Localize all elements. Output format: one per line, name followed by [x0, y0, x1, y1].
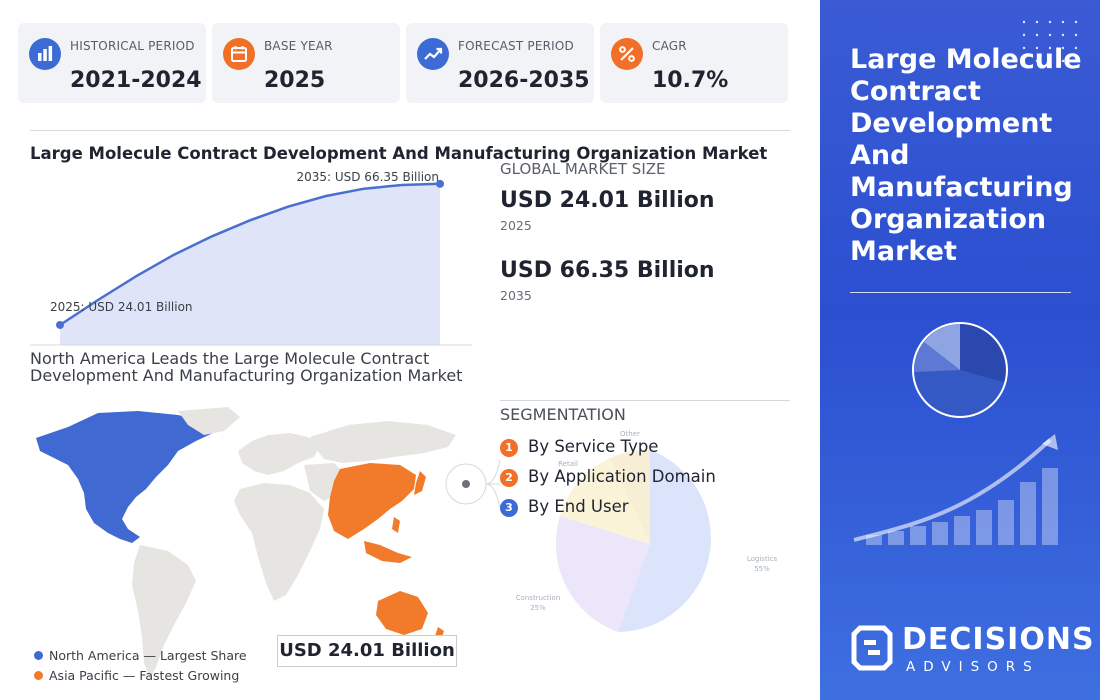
brand-subtitle: ADVISORS [906, 659, 1040, 675]
kpi-label: FORECAST PERIOD [458, 39, 574, 53]
region-south-america [132, 545, 196, 679]
pie-label: 55% [754, 565, 770, 573]
start-point [56, 320, 64, 329]
kpi-value: 10.7% [652, 68, 729, 93]
divider [500, 400, 790, 401]
brand-name: DECISIONS [902, 622, 1095, 657]
chart-title: Large Molecule Contract Development And … [30, 144, 768, 163]
map-title: North America Leads the Large Molecule C… [30, 349, 463, 385]
market-size-2035-value: USD 66.35 Billion [500, 258, 715, 283]
area-fill [60, 183, 440, 345]
pie-slice-construction [555, 516, 650, 632]
segment-label: By Service Type [528, 437, 659, 456]
segment-end-user[interactable]: 3 By End User [500, 497, 629, 517]
region-europe [238, 433, 320, 475]
panel-pie-icon [912, 322, 1008, 418]
pie-label: Other [620, 430, 640, 438]
segment-application-domain[interactable]: 2 By Application Domain [500, 467, 716, 487]
region-australia [376, 591, 428, 635]
percent-icon [611, 38, 643, 70]
legend-label: North America — Largest Share [49, 648, 247, 663]
market-size-2025-year: 2025 [500, 218, 532, 233]
divider [30, 130, 790, 131]
legend-dot [34, 671, 43, 680]
market-size-2025-value: USD 24.01 Billion [500, 188, 715, 213]
segment-number: 2 [500, 469, 518, 487]
kpi-historical-period: HISTORICAL PERIOD 2021-2024 [18, 23, 206, 103]
kpi-forecast-period: FORECAST PERIOD 2026-2035 [406, 23, 594, 103]
growth-bars-icon [853, 434, 1058, 545]
region-asia-pacific [328, 463, 416, 539]
legend-asia-pacific: Asia Pacific — Fastest Growing [34, 668, 239, 683]
market-size-2035-year: 2035 [500, 288, 532, 303]
legend-dot [34, 651, 43, 660]
region-north-america [36, 411, 213, 543]
segment-label: By Application Domain [528, 467, 716, 486]
region-japan [414, 471, 426, 495]
kpi-label: CAGR [652, 39, 687, 53]
kpi-base-year: BASE YEAR 2025 [212, 23, 400, 103]
hub-connector [445, 460, 501, 509]
dot-pattern [1022, 20, 1078, 63]
market-growth-chart: 2025: USD 24.01 Billion 2035: USD 66.35 … [30, 170, 472, 346]
pie-slice-retail [560, 458, 650, 544]
right-panel: Large Molecule Contract Development And … [820, 0, 1100, 700]
kpi-label: HISTORICAL PERIOD [70, 39, 195, 53]
pie-label: Logistics [747, 555, 778, 563]
calendar-icon [223, 38, 255, 70]
pie-label: 25% [530, 604, 546, 612]
series-line [58, 182, 442, 327]
trend-up-icon [417, 38, 449, 70]
world-map [36, 407, 456, 679]
kpi-label: BASE YEAR [264, 39, 333, 53]
end-point [436, 179, 444, 188]
segment-number: 1 [500, 439, 518, 457]
end-annotation: 2035: USD 66.35 Billion [296, 170, 439, 184]
segmentation-title: SEGMENTATION [500, 405, 626, 424]
pie-label: Retail [558, 460, 578, 468]
kpi-cagr: CAGR 10.7% [600, 23, 788, 103]
map-market-value: USD 24.01 Billion [277, 635, 457, 667]
pie-label: Construction [516, 594, 561, 602]
segment-number: 3 [500, 499, 518, 517]
segmentation-pie: Logistics 55% Construction 25% Retail Ot… [516, 430, 778, 632]
start-annotation: 2025: USD 24.01 Billion [50, 300, 193, 314]
segment-service-type[interactable]: 1 By Service Type [500, 437, 658, 457]
panel-title: Large Molecule Contract Development And … [850, 44, 1082, 267]
pie-slice-other [610, 449, 650, 544]
legend-label: Asia Pacific — Fastest Growing [49, 668, 240, 683]
kpi-value: 2026-2035 [458, 68, 590, 93]
region-africa [234, 483, 324, 601]
market-size-label: GLOBAL MARKET SIZE [500, 160, 666, 178]
region-philippines [392, 517, 400, 533]
pie-slice-logistics [618, 450, 711, 632]
logo-mark-icon [851, 625, 893, 671]
panel-divider [850, 292, 1071, 293]
kpi-value: 2021-2024 [70, 68, 202, 93]
kpi-value: 2025 [264, 68, 326, 93]
bar-chart-icon [29, 38, 61, 70]
region-north-asia [310, 421, 456, 463]
segment-label: By End User [528, 497, 629, 516]
legend-north-america: North America — Largest Share [34, 648, 247, 663]
region-southeast-asia [364, 541, 412, 563]
region-greenland [178, 407, 240, 435]
